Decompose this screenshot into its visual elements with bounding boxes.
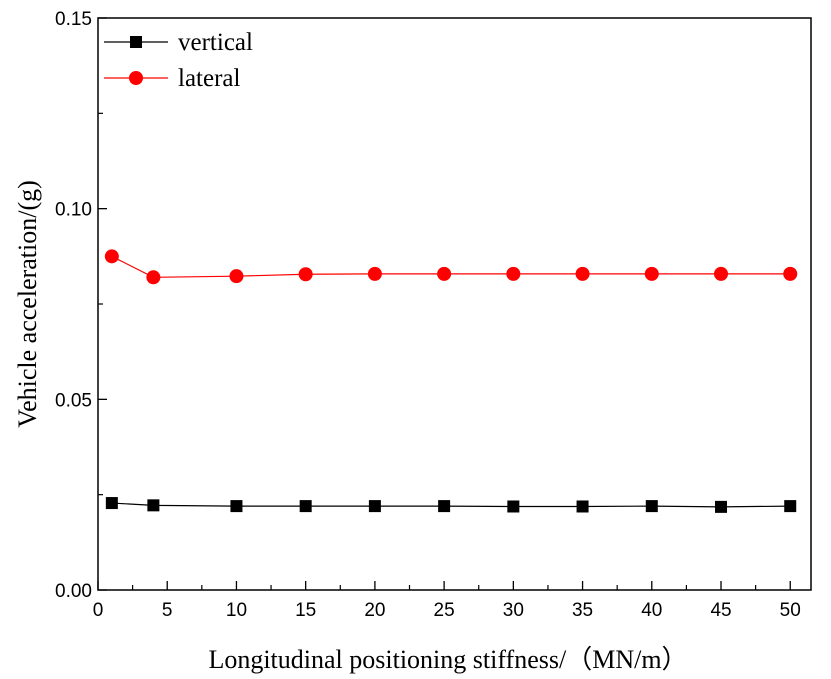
data-point-lateral (783, 266, 798, 281)
y-axis-title: Vehicle acceleration/(g) (13, 180, 42, 428)
x-axis-title: Longitudinal positioning stiffness/（MN/m… (208, 645, 687, 674)
legend-label-vertical: vertical (178, 29, 253, 56)
data-point-lateral (298, 267, 313, 282)
data-point-lateral (367, 266, 382, 281)
data-point-vertical (147, 499, 160, 512)
data-point-vertical (438, 500, 451, 513)
data-point-vertical (507, 500, 520, 513)
x-axis: 0 5 10 15 20 25 30 35 40 45 50 (93, 581, 801, 621)
data-point-vertical (105, 497, 118, 510)
x-tick-label: 0 (93, 600, 104, 621)
x-tick-label: 30 (503, 600, 524, 621)
plot-frame (97, 17, 812, 591)
data-point-vertical (230, 500, 243, 513)
x-tick-label: 50 (780, 600, 801, 621)
data-point-vertical (576, 500, 589, 513)
x-tick-label: 5 (162, 600, 173, 621)
y-tick-label: 0.00 (55, 581, 92, 602)
y-tick-label: 0.10 (55, 200, 92, 221)
y-tick-label: 0.15 (55, 9, 92, 30)
legend: vertical lateral (104, 29, 253, 92)
x-tick-label: 35 (572, 600, 593, 621)
data-point-vertical (715, 500, 728, 513)
legend-marker-vertical (130, 36, 142, 48)
x-tick-label: 45 (710, 600, 731, 621)
y-tick-label: 0.05 (55, 390, 92, 411)
data-point-vertical (784, 500, 797, 513)
data-point-lateral (229, 269, 244, 284)
data-point-lateral (437, 266, 452, 281)
x-tick-label: 20 (364, 600, 385, 621)
legend-label-lateral: lateral (178, 65, 241, 92)
x-tick-label: 25 (434, 600, 455, 621)
plot-border (97, 17, 812, 591)
data-point-lateral (575, 266, 590, 281)
data-point-vertical (299, 500, 312, 513)
x-tick-label: 10 (226, 600, 247, 621)
y-axis: 0.00 0.05 0.10 0.15 (55, 9, 107, 602)
x-tick-label: 15 (295, 600, 316, 621)
legend-marker-lateral (129, 71, 143, 85)
data-point-lateral (104, 249, 119, 264)
data-point-lateral (146, 270, 161, 285)
x-tick-label: 40 (641, 600, 662, 621)
data-point-lateral (506, 266, 521, 281)
data-point-vertical (368, 500, 381, 513)
data-point-vertical (645, 500, 658, 513)
series-line-vertical (111, 502, 791, 508)
data-point-lateral (714, 266, 729, 281)
data-point-lateral (644, 266, 659, 281)
series-layer (104, 249, 798, 513)
